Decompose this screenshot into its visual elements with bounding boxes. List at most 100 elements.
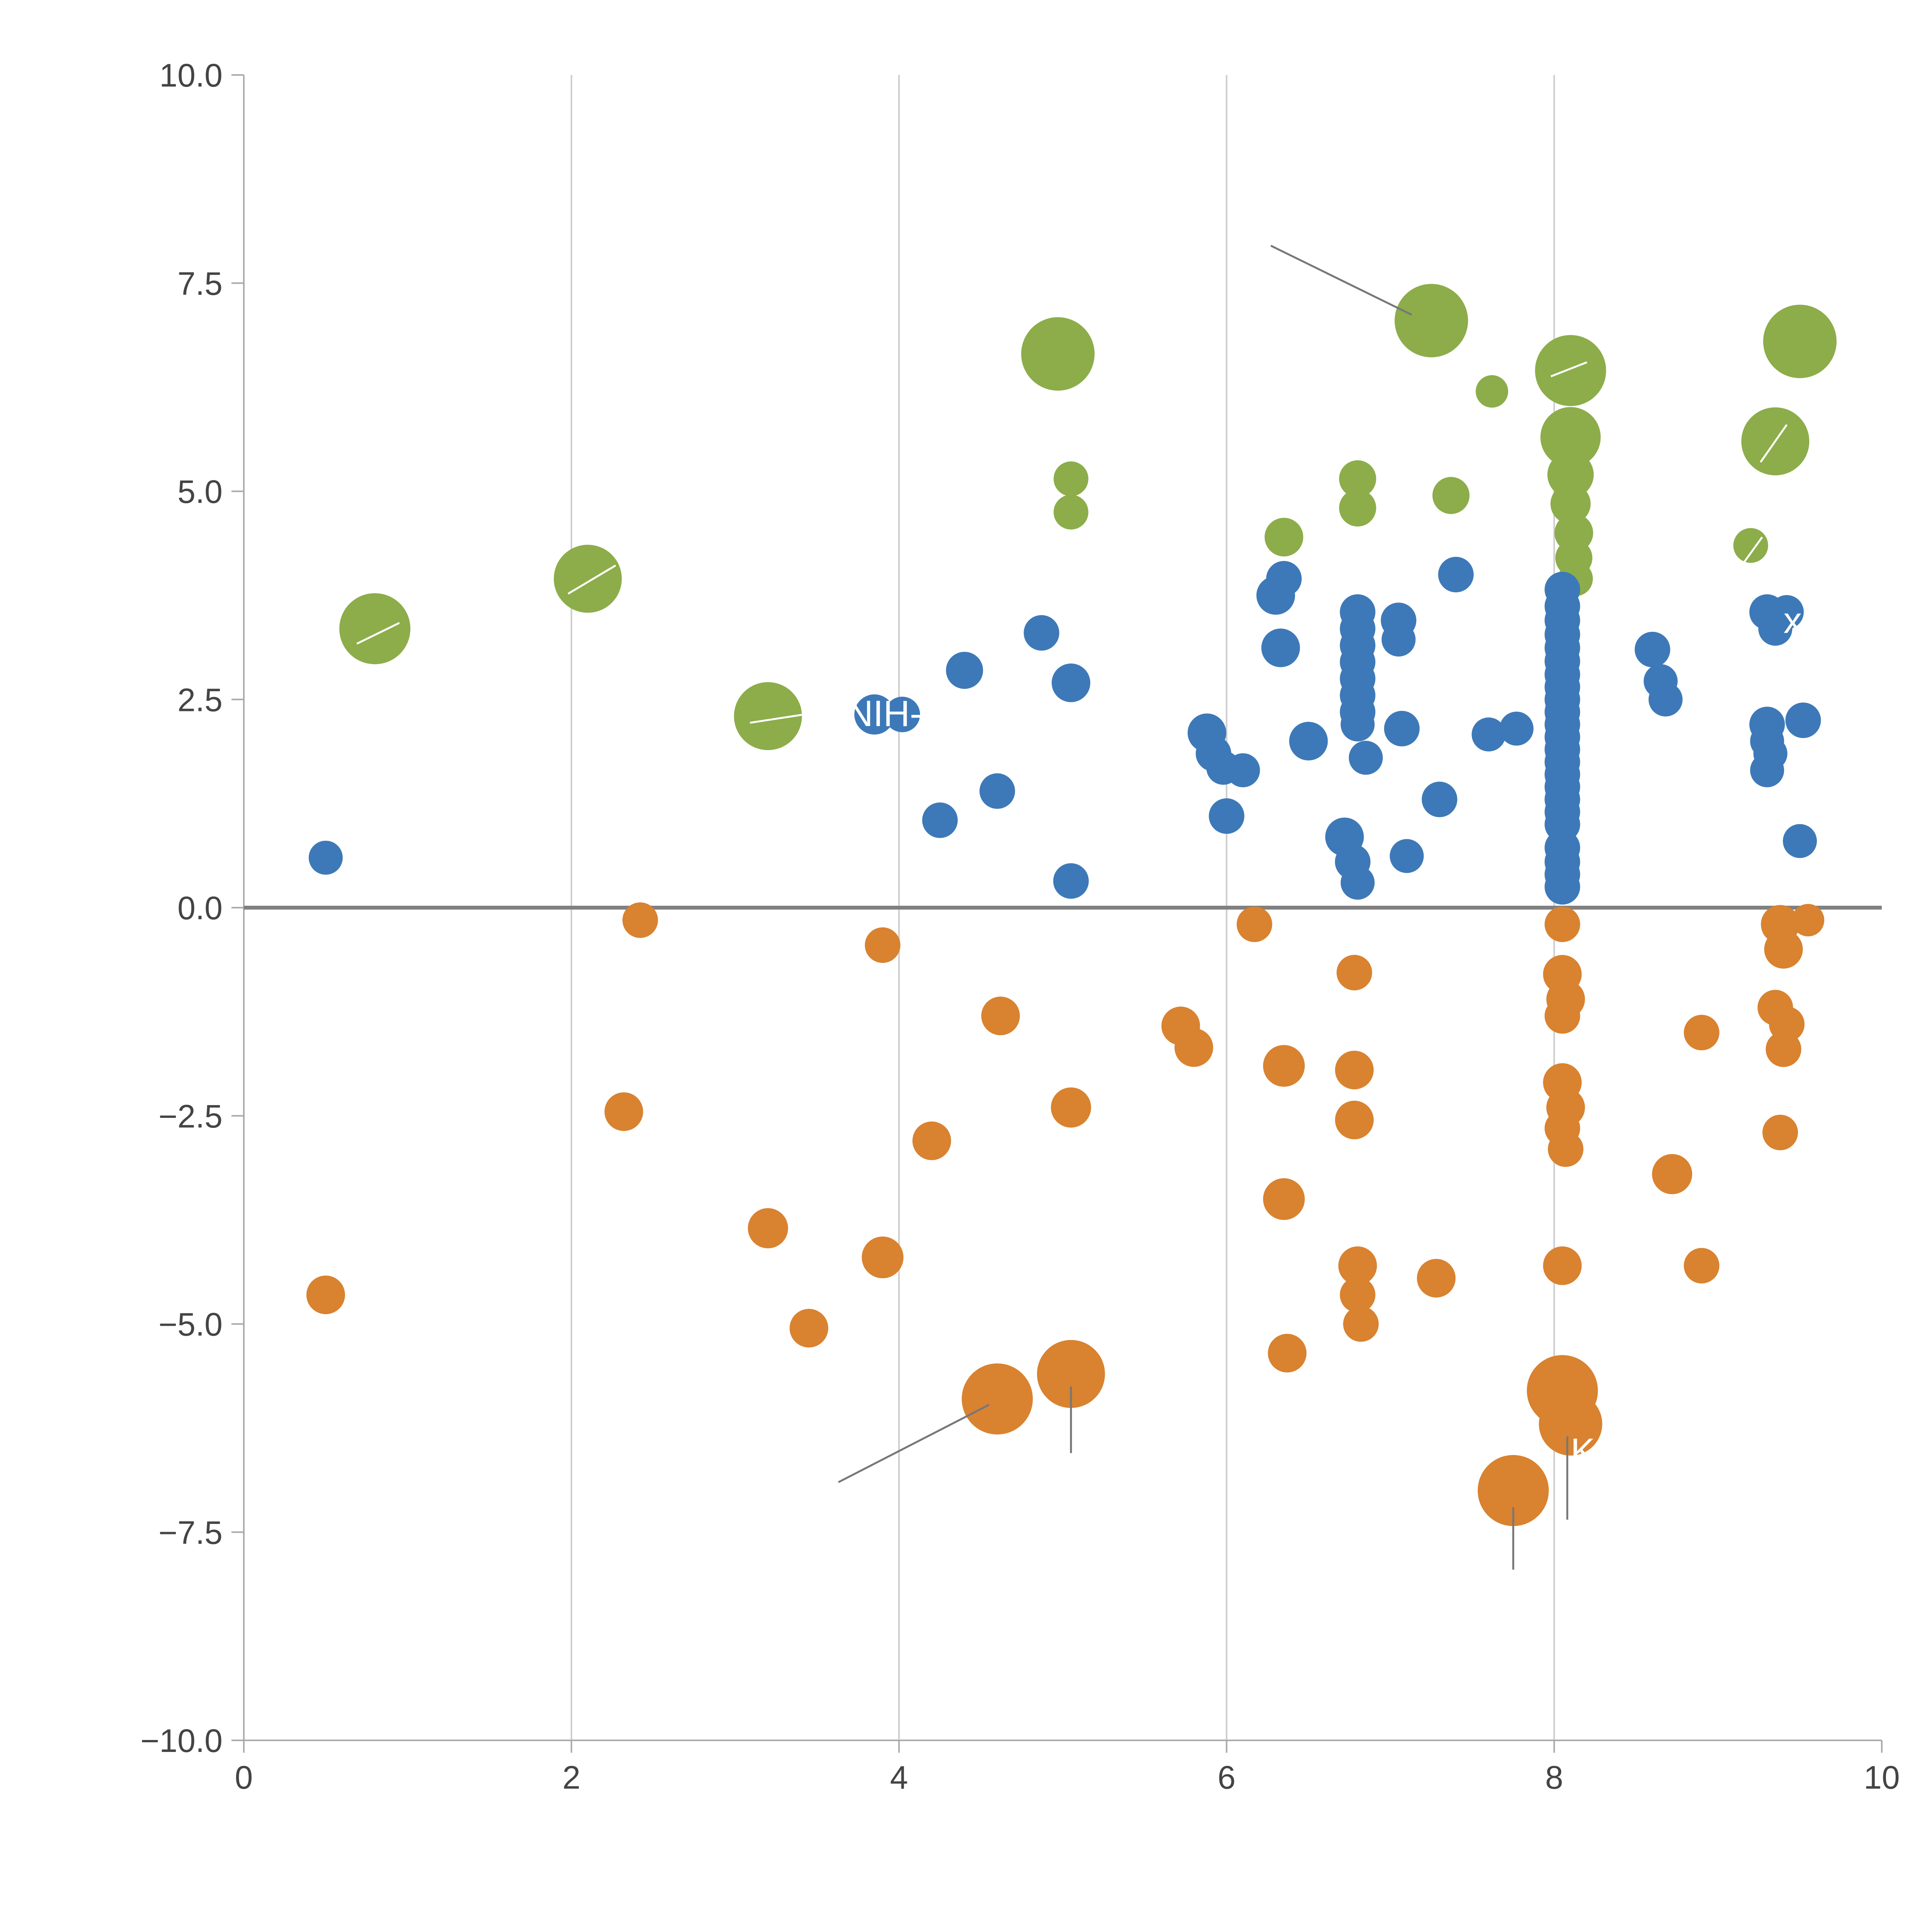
data-point-blue — [1340, 866, 1375, 900]
data-point-orange — [981, 997, 1020, 1036]
annotation-label: x — [1784, 600, 1802, 641]
data-point-blue — [1750, 753, 1784, 787]
data-point-orange — [1544, 906, 1580, 942]
data-point-orange — [1335, 1051, 1374, 1090]
data-point-orange — [1263, 1045, 1305, 1087]
data-point-orange — [1417, 1259, 1456, 1298]
data-point-orange — [1343, 1306, 1379, 1342]
annotation-leader-line-white — [1760, 424, 1788, 463]
data-point-orange — [1762, 1114, 1798, 1150]
annotation-label: K — [1571, 1431, 1595, 1472]
y-tick-label: 5.0 — [177, 474, 223, 510]
x-tick-label: 10 — [1864, 1759, 1900, 1796]
data-point-blue — [1209, 798, 1245, 834]
data-point-green — [1733, 528, 1768, 563]
y-tick-label: −5.0 — [158, 1306, 223, 1343]
data-point-orange — [748, 1208, 788, 1248]
x-tick-label: 2 — [562, 1759, 580, 1796]
y-tick-label: 2.5 — [177, 682, 223, 718]
data-point-orange — [1652, 1154, 1692, 1194]
data-point-orange — [1337, 955, 1372, 991]
data-point-orange — [1051, 1087, 1091, 1128]
data-point-blue — [922, 802, 958, 838]
data-point-orange — [1548, 1131, 1583, 1167]
data-point-blue — [1499, 711, 1534, 746]
data-point-green — [1053, 461, 1088, 497]
data-point-orange — [912, 1121, 951, 1160]
data-point-orange — [1335, 1100, 1374, 1139]
data-point-green — [1395, 284, 1468, 357]
data-point-green — [1547, 451, 1594, 498]
data-point-green — [339, 593, 411, 665]
data-point-blue — [1758, 612, 1793, 646]
data-point-blue — [1422, 781, 1458, 817]
data-point-blue — [1384, 711, 1420, 747]
y-tick-label: −2.5 — [158, 1098, 223, 1134]
data-point-orange — [961, 1363, 1033, 1435]
data-point-green — [734, 682, 802, 750]
data-point-green — [1339, 460, 1376, 498]
data-point-blue — [1389, 839, 1424, 873]
data-point-orange — [1544, 998, 1580, 1034]
data-point-orange — [1340, 1277, 1376, 1313]
data-point-green — [1339, 489, 1376, 527]
data-point-orange — [1684, 1015, 1719, 1051]
data-point-orange — [1037, 1340, 1105, 1408]
data-point-blue — [946, 651, 983, 689]
data-point-orange — [1684, 1248, 1719, 1284]
data-point-orange — [1263, 1178, 1305, 1220]
data-point-orange — [862, 1236, 904, 1279]
data-point-blue — [1289, 722, 1328, 760]
data-point-blue — [1266, 561, 1302, 597]
data-point-green — [1476, 375, 1509, 408]
data-point-blue — [1053, 863, 1089, 899]
data-point-orange — [1792, 904, 1825, 937]
data-point-blue — [854, 694, 895, 735]
data-point-green — [554, 544, 622, 613]
data-point-orange — [622, 902, 658, 938]
annotation-leader-line-white — [1743, 536, 1763, 563]
x-tick-label: 0 — [235, 1759, 253, 1796]
x-tick-label: 8 — [1545, 1759, 1563, 1796]
data-point-blue — [1783, 824, 1817, 858]
data-point-blue — [1261, 628, 1300, 667]
data-point-orange — [306, 1276, 345, 1315]
data-point-blue — [1024, 615, 1060, 651]
x-tick-label: 4 — [890, 1759, 908, 1796]
data-point-blue — [1634, 631, 1670, 667]
data-point-blue — [1340, 707, 1375, 742]
annotation-label: NIH-P — [847, 693, 947, 734]
data-point-blue — [1785, 702, 1821, 738]
y-tick-label: 0.0 — [177, 890, 223, 926]
data-point-orange — [789, 1309, 828, 1348]
data-point-green — [1264, 518, 1303, 557]
data-point-orange — [865, 927, 901, 963]
annotation-leader-line — [838, 1404, 990, 1483]
data-point-blue — [979, 773, 1015, 809]
annotation-leader-line-white — [1550, 361, 1587, 378]
data-point-green — [1021, 317, 1095, 391]
y-tick-label: 7.5 — [177, 265, 223, 302]
data-point-orange — [1764, 930, 1803, 969]
y-tick-label: −7.5 — [158, 1514, 223, 1551]
data-point-blue — [1471, 717, 1506, 752]
data-point-blue — [1381, 622, 1416, 657]
annotation-leader-line — [1270, 245, 1412, 316]
data-point-blue — [884, 697, 920, 733]
data-point-orange — [1236, 906, 1272, 942]
data-point-blue — [308, 840, 343, 875]
data-point-green — [1053, 495, 1088, 530]
annotation-leader-line-white — [568, 565, 616, 595]
data-point-orange — [1174, 1028, 1213, 1067]
data-point-orange — [604, 1092, 643, 1131]
data-point-orange — [1765, 1031, 1801, 1067]
data-point-green — [1535, 335, 1606, 406]
data-point-orange — [1539, 1392, 1602, 1456]
annotation-leader-line-white — [356, 622, 400, 645]
data-point-green — [1763, 304, 1837, 378]
data-point-orange — [1478, 1455, 1549, 1526]
data-point-green — [1432, 477, 1470, 514]
y-tick-label: 10.0 — [160, 57, 223, 94]
